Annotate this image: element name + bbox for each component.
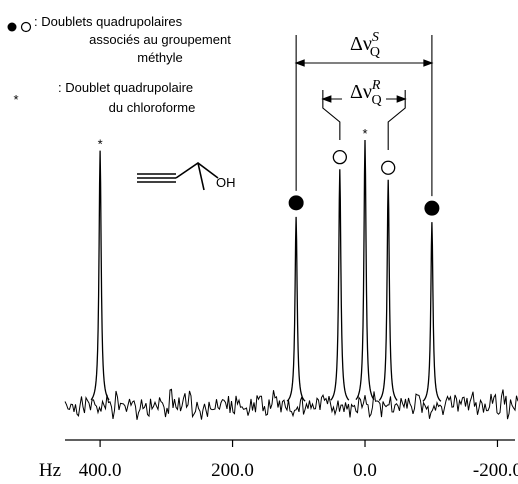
annotation-sub: Q: [371, 93, 381, 108]
annotation-sup: R: [371, 78, 381, 93]
peak-marker: [381, 160, 396, 175]
molecule: [137, 162, 219, 191]
annotation-sup: S: [372, 30, 379, 45]
peak: [355, 139, 375, 400]
peak: [90, 150, 110, 401]
legend-text: méthyle: [137, 50, 183, 65]
annotation-main: Δν: [350, 81, 372, 103]
peak-marker: [288, 195, 304, 211]
molecule-label: OH: [216, 175, 236, 190]
x-tick-label: 400.0: [79, 460, 122, 481]
x-tick-label: -200.0: [473, 460, 518, 481]
baseline-noise: [64, 388, 518, 420]
annotation-label: ΔνR Q: [350, 78, 382, 108]
annotation-sub: Q: [370, 45, 380, 60]
legend-marker: [20, 21, 32, 33]
peak-marker: [424, 200, 440, 216]
arrowhead: [396, 95, 407, 103]
peak-marker: [332, 149, 347, 165]
arrowhead: [321, 95, 332, 103]
legend-text: associés au groupement: [89, 32, 231, 47]
arrowhead: [294, 59, 305, 67]
legend-marker: [7, 22, 17, 32]
annotation-main: Δν: [350, 33, 372, 55]
annotation: [294, 35, 434, 197]
peak-marker: *: [98, 137, 103, 152]
label-bg: [342, 76, 387, 108]
legend-marker: *: [13, 92, 18, 107]
peak: [378, 179, 398, 401]
peak: [330, 169, 350, 401]
legend-text: : Doublets quadrupolaires: [34, 14, 183, 29]
x-axis-label: Hz: [39, 460, 61, 481]
peak: [286, 216, 306, 402]
arrowhead: [423, 59, 434, 67]
label-bg: [342, 28, 387, 60]
x-tick-label: 0.0: [353, 460, 377, 481]
peak-marker: *: [362, 126, 367, 141]
x-tick-label: 200.0: [211, 460, 254, 481]
legend-text: du chloroforme: [109, 100, 196, 115]
peak: [422, 222, 442, 402]
annotation-label: ΔνS Q: [350, 30, 380, 60]
legend-text: : Doublet quadrupolaire: [58, 80, 193, 95]
